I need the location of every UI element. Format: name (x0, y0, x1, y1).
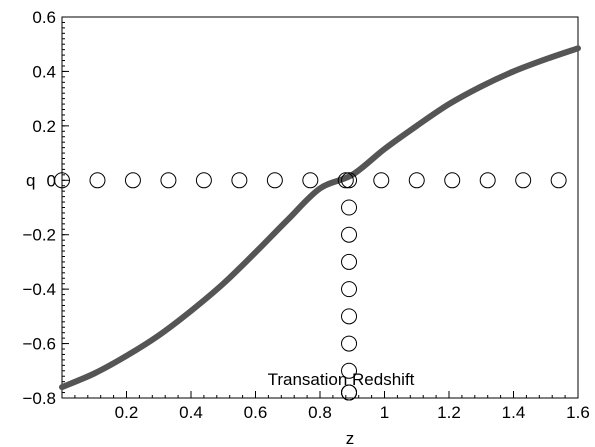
annotation-transition-redshift: Transation Redshift (268, 370, 415, 389)
y-tick-label: 0.6 (32, 8, 56, 27)
y-tick-label: −0.6 (22, 335, 56, 354)
labels-layer: z q Transation Redshift (26, 171, 415, 447)
y-tick-label: 0 (47, 171, 56, 190)
axes: 0.2 0.4 0.6 0.8 1 1.2 1.4 1.6 0.6 0.4 0.2 0 −0.2 −0.4… (22, 8, 589, 422)
transition-marker (341, 199, 358, 216)
x-tick-label: 1.4 (502, 403, 526, 422)
q-zero-marker (302, 172, 319, 189)
x-tick-label: 0.6 (244, 403, 268, 422)
x-tick-label: 1.6 (566, 403, 590, 422)
q-zero-marker (444, 172, 461, 189)
transition-marker (341, 335, 358, 352)
x-axis-title: z (346, 429, 355, 447)
q-zero-marker (479, 172, 496, 189)
q-zero-marker (266, 172, 283, 189)
transition-marker (341, 308, 358, 325)
q-zero-marker (337, 172, 354, 189)
y-tick-label: 0.2 (32, 117, 56, 136)
x-tick-label: 0.8 (308, 403, 332, 422)
q-zero-marker (160, 172, 177, 189)
q-zero-marker (195, 172, 212, 189)
transition-marker (341, 281, 358, 298)
q-curve-line (59, 45, 581, 391)
series-layer (54, 45, 581, 401)
transition-marker (341, 384, 358, 401)
transition-marker (341, 253, 358, 270)
q-zero-marker (373, 172, 390, 189)
transition-marker (341, 172, 358, 189)
q-zero-marker (124, 172, 141, 189)
y-tick-label: −0.4 (22, 280, 56, 299)
transition-marker (341, 362, 358, 379)
q-zero-marker (515, 172, 532, 189)
transition-marker (341, 226, 358, 243)
q-zero-marker (408, 172, 425, 189)
y-axis-title: q (26, 171, 35, 190)
x-tick-label: 0.2 (115, 403, 139, 422)
y-tick-label: −0.8 (22, 389, 56, 408)
y-tick-label: 0.4 (32, 62, 56, 81)
x-tick-label: 1.2 (437, 403, 461, 422)
q-zero-marker (231, 172, 248, 189)
x-tick-label: 0.4 (179, 403, 203, 422)
x-tick-label: 1 (380, 403, 389, 422)
q-zero-marker (54, 172, 70, 189)
q-zero-marker (89, 172, 106, 189)
q-zero-marker (550, 172, 567, 189)
y-tick-label: −0.2 (22, 226, 56, 245)
